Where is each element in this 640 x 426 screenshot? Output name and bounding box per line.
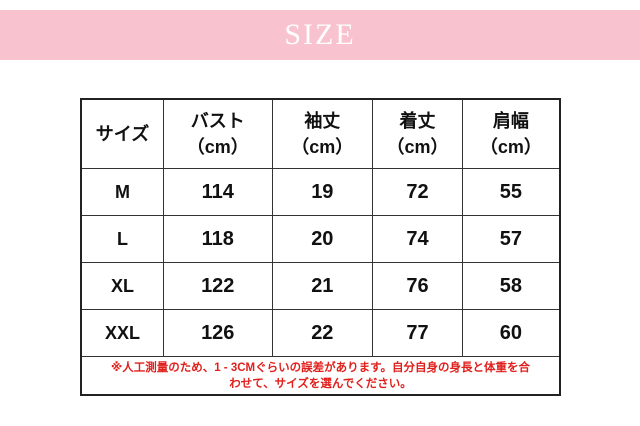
header-size: サイズ — [80, 98, 164, 169]
header-sleeve: 袖丈 （cm） — [271, 98, 374, 169]
cell-bust: 122 — [163, 262, 273, 310]
cell-sleeve: 20 — [271, 215, 374, 263]
cell-size: XXL — [80, 309, 164, 357]
cell-sleeve: 22 — [271, 309, 374, 357]
cell-length: 72 — [372, 168, 463, 216]
cell-length: 77 — [372, 309, 463, 357]
header-shoulder: 肩幅 （cm） — [461, 98, 561, 169]
cell-sleeve: 21 — [271, 262, 374, 310]
cell-bust: 118 — [163, 215, 273, 263]
cell-size: XL — [80, 262, 164, 310]
cell-shoulder: 57 — [461, 215, 561, 263]
cell-shoulder: 55 — [461, 168, 561, 216]
cell-bust: 114 — [163, 168, 273, 216]
cell-bust: 126 — [163, 309, 273, 357]
table-row: L 118 20 74 57 — [80, 215, 561, 263]
measurement-note: ※人工測量のため、1 - 3CMぐらいの誤差があります。自分自身の身長と体重を合… — [80, 356, 561, 396]
header-bust: バスト （cm） — [163, 98, 273, 169]
header-length: 着丈 （cm） — [372, 98, 463, 169]
cell-size: M — [80, 168, 164, 216]
cell-length: 76 — [372, 262, 463, 310]
size-banner: SIZE — [0, 10, 640, 60]
banner-title: SIZE — [284, 18, 356, 51]
table-row: M 114 19 72 55 — [80, 168, 561, 216]
table-row: XL 122 21 76 58 — [80, 262, 561, 310]
table-header-row: サイズ バスト （cm） 袖丈 （cm） 着丈 （cm） 肩幅 （cm） — [80, 98, 561, 169]
size-table: サイズ バスト （cm） 袖丈 （cm） 着丈 （cm） 肩幅 （cm） M 114 1… — [80, 98, 561, 396]
cell-sleeve: 19 — [271, 168, 374, 216]
table-row: XXL 126 22 77 60 — [80, 309, 561, 357]
cell-size: L — [80, 215, 164, 263]
note-row: ※人工測量のため、1 - 3CMぐらいの誤差があります。自分自身の身長と体重を合… — [80, 356, 561, 396]
cell-shoulder: 60 — [461, 309, 561, 357]
cell-shoulder: 58 — [461, 262, 561, 310]
cell-length: 74 — [372, 215, 463, 263]
